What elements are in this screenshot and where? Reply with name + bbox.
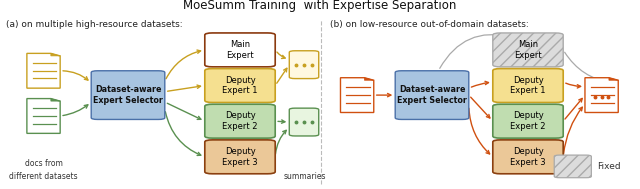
Polygon shape	[609, 78, 618, 80]
Text: Main
Expert: Main Expert	[226, 40, 254, 60]
Text: different datasets: different datasets	[9, 172, 78, 181]
Text: Dataset-aware
Expert Selector: Dataset-aware Expert Selector	[93, 85, 163, 105]
FancyBboxPatch shape	[205, 104, 275, 138]
Text: Deputy
Expert 1: Deputy Expert 1	[222, 76, 258, 95]
Polygon shape	[27, 99, 60, 133]
FancyBboxPatch shape	[554, 155, 591, 178]
FancyBboxPatch shape	[205, 69, 275, 102]
FancyBboxPatch shape	[493, 33, 563, 67]
Text: summaries: summaries	[284, 172, 326, 181]
Text: Deputy
Expert 3: Deputy Expert 3	[222, 147, 258, 167]
Text: MoeSumm Training  with Expertise Separation: MoeSumm Training with Expertise Separati…	[183, 0, 457, 12]
FancyBboxPatch shape	[92, 71, 165, 119]
Text: (a) on multiple high-resource datasets:: (a) on multiple high-resource datasets:	[6, 20, 183, 29]
Text: Deputy
Expert 2: Deputy Expert 2	[222, 112, 258, 131]
Text: Deputy
Expert 3: Deputy Expert 3	[510, 147, 546, 167]
FancyBboxPatch shape	[205, 33, 275, 67]
Polygon shape	[585, 78, 618, 112]
FancyBboxPatch shape	[493, 104, 563, 138]
Polygon shape	[27, 53, 60, 88]
Polygon shape	[51, 99, 60, 101]
FancyBboxPatch shape	[289, 108, 319, 136]
Text: Fixed: Fixed	[597, 162, 621, 171]
FancyBboxPatch shape	[493, 140, 563, 174]
Text: Main
Expert: Main Expert	[514, 40, 542, 60]
Text: (b) on low-resource out-of-domain datasets:: (b) on low-resource out-of-domain datase…	[330, 20, 529, 29]
FancyBboxPatch shape	[289, 51, 319, 79]
Polygon shape	[51, 53, 60, 56]
FancyBboxPatch shape	[396, 71, 468, 119]
Text: Deputy
Expert 1: Deputy Expert 1	[510, 76, 546, 95]
FancyBboxPatch shape	[205, 140, 275, 174]
FancyBboxPatch shape	[493, 69, 563, 102]
Polygon shape	[364, 78, 374, 80]
Text: Deputy
Expert 2: Deputy Expert 2	[510, 112, 546, 131]
Text: Dataset-aware
Expert Selector: Dataset-aware Expert Selector	[397, 85, 467, 105]
Polygon shape	[340, 78, 374, 112]
Text: docs from: docs from	[24, 160, 63, 168]
